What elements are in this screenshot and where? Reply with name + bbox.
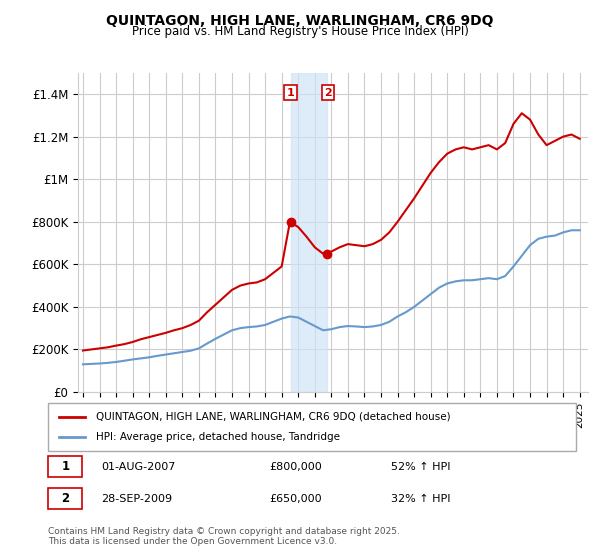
Text: 32% ↑ HPI: 32% ↑ HPI [391,493,451,503]
Text: 28-SEP-2009: 28-SEP-2009 [101,493,172,503]
Text: 01-AUG-2007: 01-AUG-2007 [101,461,175,472]
Text: 2: 2 [324,88,332,97]
Text: 1: 1 [61,460,70,473]
Text: HPI: Average price, detached house, Tandridge: HPI: Average price, detached house, Tand… [95,432,340,442]
Text: QUINTAGON, HIGH LANE, WARLINGHAM, CR6 9DQ: QUINTAGON, HIGH LANE, WARLINGHAM, CR6 9D… [106,14,494,28]
Text: Price paid vs. HM Land Registry's House Price Index (HPI): Price paid vs. HM Land Registry's House … [131,25,469,38]
Text: Contains HM Land Registry data © Crown copyright and database right 2025.
This d: Contains HM Land Registry data © Crown c… [48,526,400,546]
Text: 2: 2 [61,492,70,505]
Text: 1: 1 [287,88,295,97]
FancyBboxPatch shape [48,488,82,509]
Text: £650,000: £650,000 [270,493,322,503]
Text: 52% ↑ HPI: 52% ↑ HPI [391,461,451,472]
FancyBboxPatch shape [48,456,82,477]
FancyBboxPatch shape [48,403,576,451]
Bar [291,73,327,392]
Text: QUINTAGON, HIGH LANE, WARLINGHAM, CR6 9DQ (detached house): QUINTAGON, HIGH LANE, WARLINGHAM, CR6 9D… [95,412,450,422]
Text: £800,000: £800,000 [270,461,323,472]
